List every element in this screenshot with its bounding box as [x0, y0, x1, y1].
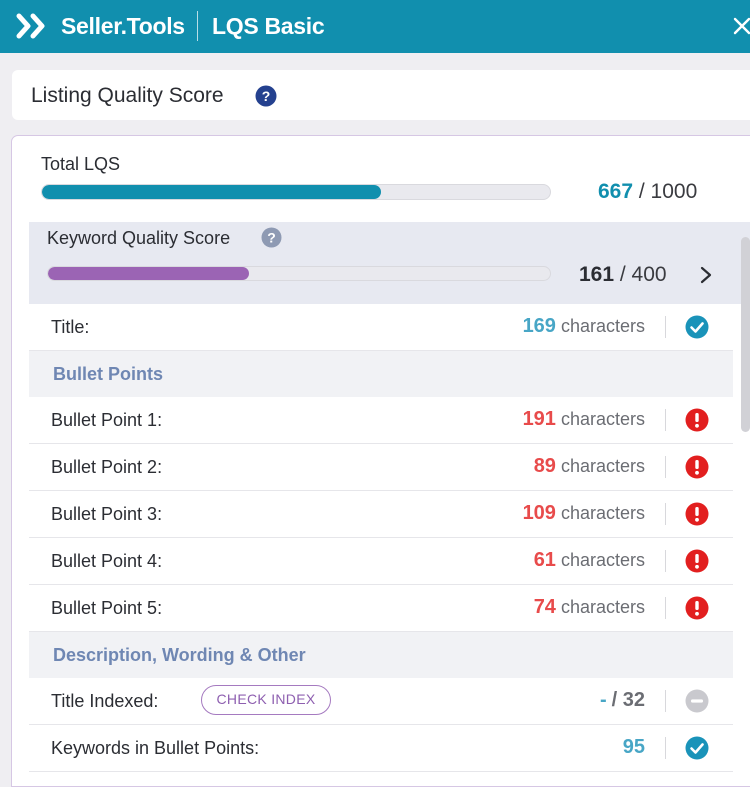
total-lqs-progress-bar	[41, 184, 551, 200]
row-divider	[665, 503, 666, 525]
svg-text:?: ?	[267, 230, 276, 246]
alert-circle-icon	[685, 596, 709, 620]
list-item-bullet-point-3: Bullet Point 3: 109 characters	[29, 491, 733, 538]
row-label: Bullet Point 3:	[51, 504, 163, 524]
row-value: - / 32	[600, 689, 645, 711]
row-label: Bullet Point 5:	[51, 598, 163, 618]
section-title: Description, Wording & Other	[53, 645, 306, 665]
scrollbar-thumb[interactable]	[741, 237, 750, 432]
total-lqs-score: 667 / 1000	[598, 180, 697, 204]
section-header-description: Description, Wording & Other	[29, 632, 733, 678]
row-label: Bullet Point 2:	[51, 457, 163, 477]
row-divider	[665, 597, 666, 619]
list-item-bullet-point-4: Bullet Point 4: 61 characters	[29, 538, 733, 585]
row-value: 169 characters	[523, 315, 645, 337]
row-label: Keywords in Bullet Points:	[51, 738, 260, 758]
keyword-quality-progress-fill	[48, 267, 249, 280]
close-icon[interactable]	[728, 12, 750, 40]
row-value: 74 characters	[534, 596, 645, 618]
tool-name: LQS Basic	[212, 13, 325, 39]
section-header-bullet-points: Bullet Points	[29, 351, 733, 397]
top-bar: Seller.Tools LQS Basic	[0, 0, 750, 53]
score-detail-list: Title: 169 characters Bullet Points Bull…	[29, 304, 733, 772]
row-divider	[665, 409, 666, 431]
section-title: Bullet Points	[53, 364, 164, 384]
list-item-bullet-point-2: Bullet Point 2: 89 characters	[29, 444, 733, 491]
keyword-quality-value: 161	[579, 263, 615, 286]
indexed-count: -	[599, 689, 607, 711]
check-circle-icon	[685, 315, 709, 339]
keyword-quality-label: Keyword Quality Score	[47, 228, 231, 248]
character-count: 169	[522, 315, 556, 337]
check-index-button[interactable]: CHECK INDEX	[201, 685, 331, 715]
row-value: 61 characters	[534, 549, 645, 571]
character-unit: characters	[560, 550, 645, 570]
indexed-total: / 32	[611, 689, 645, 711]
page-title: Listing Quality Score	[31, 84, 224, 107]
help-icon[interactable]: ?	[255, 85, 277, 107]
character-unit: characters	[560, 503, 645, 523]
list-item-title-indexed: Title Indexed: CHECK INDEX - / 32	[29, 678, 733, 725]
character-count: 109	[522, 502, 556, 524]
row-divider	[665, 456, 666, 478]
list-item-bullet-point-5: Bullet Point 5: 74 characters	[29, 585, 733, 632]
row-value: 89 characters	[534, 455, 645, 477]
minus-circle-icon	[685, 689, 709, 713]
row-label: Bullet Point 1:	[51, 410, 163, 430]
row-label: Title:	[51, 317, 90, 337]
list-item-bullet-point-1: Bullet Point 1: 191 characters	[29, 397, 733, 444]
svg-text:?: ?	[262, 88, 271, 104]
keyword-quality-score: 161 / 400	[579, 263, 667, 287]
character-unit: characters	[560, 409, 645, 429]
total-lqs-progress-fill	[42, 185, 381, 199]
alert-circle-icon	[685, 408, 709, 432]
total-lqs-label: Total LQS	[41, 154, 121, 174]
chevron-right-icon[interactable]	[697, 265, 715, 285]
character-unit: characters	[560, 456, 645, 476]
list-item-keywords-in-bullet-points: Keywords in Bullet Points: 95	[29, 725, 733, 772]
list-item-title: Title: 169 characters	[29, 304, 733, 351]
alert-circle-icon	[685, 455, 709, 479]
total-lqs-value: 667	[598, 180, 634, 203]
double-chevron-logo-icon	[16, 13, 45, 39]
check-circle-icon	[685, 736, 709, 760]
keyword-count: 95	[622, 736, 645, 758]
keyword-quality-max: / 400	[619, 263, 667, 286]
row-label: Title Indexed:	[51, 691, 159, 711]
row-label: Bullet Point 4:	[51, 551, 163, 571]
row-value: 95	[623, 736, 645, 758]
help-icon[interactable]: ?	[261, 227, 282, 248]
row-divider	[665, 316, 666, 338]
keyword-quality-panel[interactable]	[29, 222, 750, 304]
row-value: 191 characters	[523, 408, 645, 430]
character-count: 61	[533, 549, 556, 571]
row-divider	[665, 550, 666, 572]
total-lqs-max: / 1000	[638, 180, 698, 203]
character-unit: characters	[560, 597, 645, 617]
alert-circle-icon	[685, 549, 709, 573]
row-divider	[665, 690, 666, 712]
character-unit: characters	[560, 316, 645, 336]
character-count: 74	[533, 596, 556, 618]
alert-circle-icon	[685, 502, 709, 526]
header-card: Listing Quality Score	[12, 70, 750, 120]
brand-divider	[197, 11, 198, 41]
row-value: 109 characters	[523, 502, 645, 524]
row-divider	[665, 737, 666, 759]
keyword-quality-progress-bar	[47, 266, 551, 281]
character-count: 191	[522, 408, 556, 430]
character-count: 89	[533, 455, 556, 477]
brand-name: Seller.Tools	[61, 13, 185, 39]
